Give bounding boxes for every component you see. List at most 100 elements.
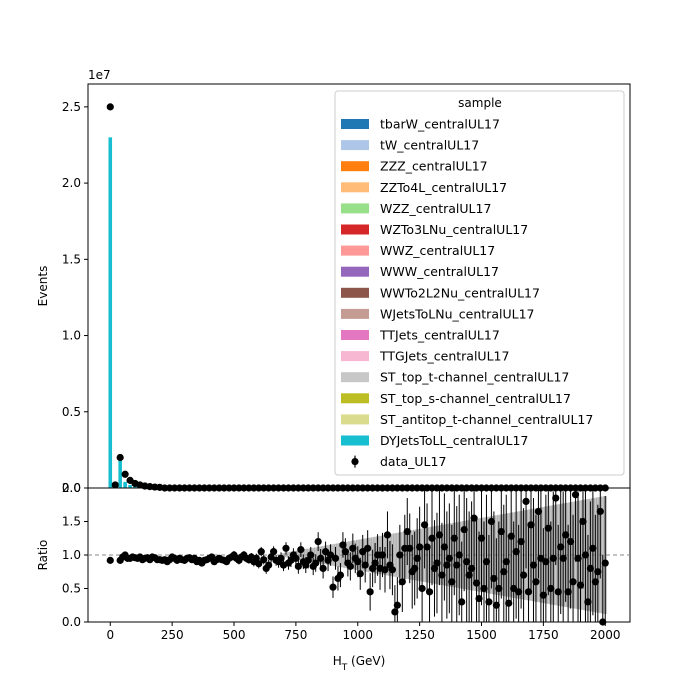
ratio-point bbox=[297, 546, 305, 554]
ratio-point bbox=[470, 514, 478, 522]
ratio-point bbox=[324, 556, 332, 564]
ratio-point bbox=[515, 588, 523, 596]
ratio-point bbox=[381, 566, 389, 574]
legend-swatch bbox=[341, 203, 369, 214]
x-tick-label: 1500 bbox=[466, 628, 497, 642]
ratio-point bbox=[354, 558, 362, 566]
ratio-point bbox=[505, 599, 513, 607]
mc-bar bbox=[108, 137, 113, 488]
ratio-point bbox=[554, 588, 562, 596]
legend-label: WZTo3LNu_centralUL17 bbox=[380, 222, 528, 237]
legend-swatch bbox=[341, 140, 369, 151]
ratio-point bbox=[472, 579, 481, 587]
legend-label: ZZTo4L_centralUL17 bbox=[380, 180, 507, 195]
ratio-point bbox=[448, 578, 456, 586]
legend-label: ST_antitop_t-channel_centralUL17 bbox=[380, 412, 593, 427]
mc-bar bbox=[123, 481, 127, 488]
ratio-y-tick-label: 1.5 bbox=[62, 515, 81, 529]
legend-label: TTGJets_centralUL17 bbox=[379, 349, 509, 364]
ratio-point bbox=[453, 561, 461, 569]
ratio-point bbox=[581, 551, 590, 559]
ratio-point bbox=[527, 521, 535, 529]
ratio-point bbox=[438, 571, 446, 579]
ratio-point bbox=[487, 517, 496, 526]
ratio-point bbox=[292, 554, 300, 562]
mc-bar bbox=[118, 457, 122, 488]
ratio-point bbox=[542, 558, 550, 566]
legend-swatch bbox=[341, 414, 369, 425]
ratio-point bbox=[480, 584, 488, 593]
legend-entries: tbarW_centralUL17 tW_centralUL17 ZZZ_centr… bbox=[341, 117, 593, 469]
ratio-point bbox=[255, 560, 263, 568]
ratio-point bbox=[270, 548, 278, 556]
main-y-tick-label: 2.5 bbox=[62, 100, 81, 114]
ratio-point bbox=[552, 494, 560, 502]
ratio-point bbox=[544, 524, 552, 532]
ratio-point bbox=[428, 534, 436, 542]
ratio-point bbox=[411, 564, 419, 573]
ratio-point bbox=[282, 544, 290, 552]
main-y-tick-label: 1.0 bbox=[62, 329, 81, 343]
uncertainty-band-segment bbox=[336, 543, 340, 567]
ratio-point bbox=[485, 598, 493, 606]
y-axis-label: Events bbox=[36, 266, 50, 307]
ratio-point bbox=[307, 551, 315, 559]
ratio-y-ticks: 0.0 0.5 1.0 1.5 2.0 bbox=[62, 481, 88, 629]
legend-label: WWW_centralUL17 bbox=[380, 264, 499, 279]
legend-label: tbarW_centralUL17 bbox=[380, 117, 500, 132]
ratio-point bbox=[346, 562, 354, 570]
ratio-point bbox=[416, 543, 424, 551]
uncertainty-band-segment bbox=[286, 552, 291, 558]
ratio-point bbox=[465, 571, 473, 579]
ratio-x-ticks: 0 250 500 750 1000 1250 1500 1750 2000 bbox=[106, 622, 621, 642]
uncertainty-band-segment bbox=[393, 533, 397, 577]
ratio-point bbox=[445, 554, 453, 562]
ratio-point bbox=[455, 551, 463, 559]
data-point bbox=[106, 103, 114, 111]
data-point bbox=[111, 481, 119, 489]
ratio-point bbox=[396, 551, 404, 559]
legend-swatch bbox=[341, 119, 369, 129]
uncertainty-band-segment bbox=[358, 539, 363, 571]
main-y-tick-label: 0.0 bbox=[62, 481, 81, 495]
legend-box bbox=[334, 90, 625, 476]
ratio-point bbox=[369, 564, 377, 573]
ratio-point bbox=[257, 548, 265, 556]
ratio-point bbox=[304, 556, 312, 564]
ratio-point bbox=[512, 548, 520, 556]
main-y-tick-label: 0.5 bbox=[62, 405, 81, 419]
main-y-tick-label: 1.5 bbox=[62, 252, 81, 266]
ratio-y-tick-label: 0.0 bbox=[62, 615, 81, 629]
ratio-point bbox=[458, 598, 466, 606]
ratio-point bbox=[403, 527, 411, 536]
ratio-point bbox=[596, 507, 604, 516]
ratio-point bbox=[430, 564, 439, 573]
ratio-point bbox=[371, 559, 379, 567]
ratio-point bbox=[477, 534, 486, 542]
ratio-point bbox=[549, 554, 557, 562]
x-tick-label: 2000 bbox=[590, 628, 621, 642]
ratio-point bbox=[576, 581, 585, 589]
ratio-point bbox=[500, 568, 508, 576]
legend-label: WZZ_centralUL17 bbox=[380, 201, 491, 216]
legend-swatch bbox=[341, 393, 369, 404]
ratio-point bbox=[423, 543, 431, 551]
ratio-point bbox=[294, 562, 302, 570]
ratio-point bbox=[599, 618, 607, 626]
ratio-point bbox=[460, 525, 468, 534]
x-tick-label: 1000 bbox=[342, 628, 373, 642]
legend-label: ST_top_s-channel_centralUL17 bbox=[380, 391, 571, 406]
ratio-y-axis-label: Ratio bbox=[36, 540, 50, 571]
ratio-point bbox=[314, 538, 322, 546]
legend-label: WJetsToLNu_centralUL17 bbox=[380, 306, 534, 321]
ratio-point bbox=[433, 559, 441, 567]
ratio-point bbox=[277, 554, 285, 562]
ratio-point bbox=[420, 521, 429, 529]
legend-title: sample bbox=[458, 96, 502, 110]
uncertainty-band-segment bbox=[281, 552, 286, 558]
ratio-point bbox=[418, 584, 426, 593]
ratio-point bbox=[482, 558, 491, 566]
ratio-point bbox=[557, 543, 565, 551]
ratio-point bbox=[106, 556, 114, 564]
ratio-point bbox=[443, 561, 451, 569]
